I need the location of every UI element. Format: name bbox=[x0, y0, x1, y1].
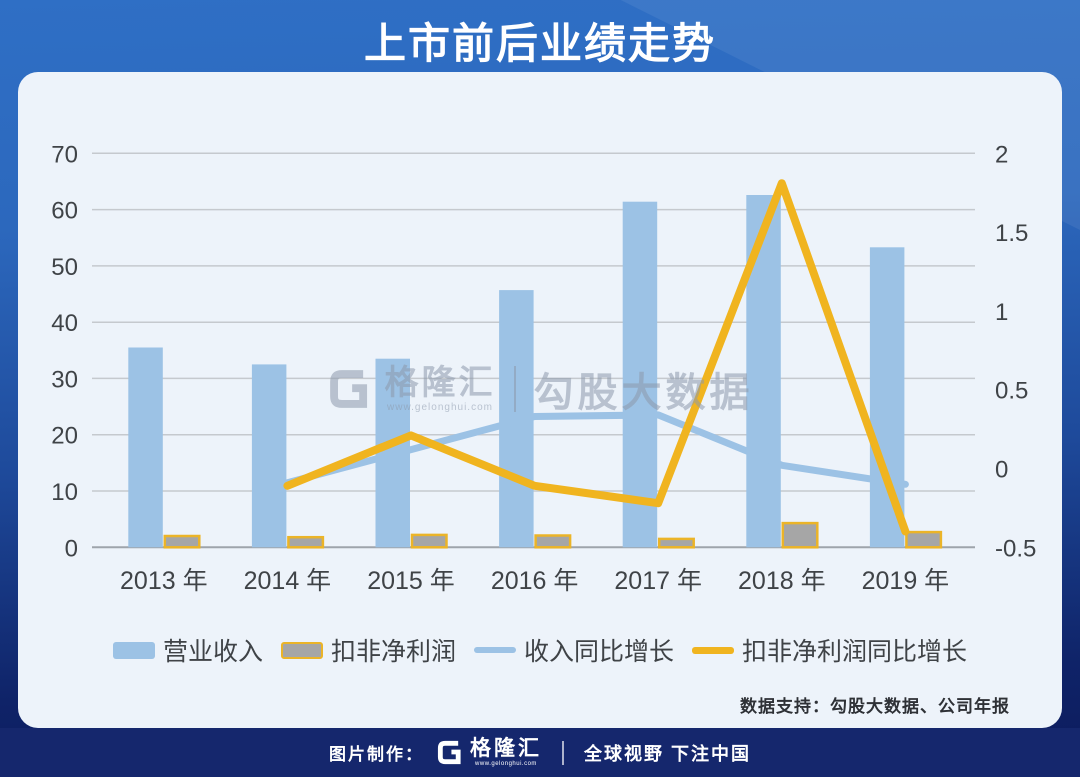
left-tick-60: 60 bbox=[51, 198, 78, 225]
legend-item-net-profit-growth: 扣非净利润同比增长 bbox=[692, 632, 967, 668]
legend-item-revenue-growth: 收入同比增长 bbox=[474, 632, 674, 668]
legend-label-revenue: 营业收入 bbox=[162, 638, 263, 666]
right-tick-0: 0 bbox=[995, 457, 1008, 484]
x-label-2016 年: 2016 年 bbox=[491, 567, 579, 595]
left-tick-0: 0 bbox=[65, 535, 78, 562]
legend-swatch-revenue-growth-line bbox=[474, 647, 516, 653]
bar-营业收入-2018 年 bbox=[746, 195, 781, 548]
bar-扣非净利润-2013 年 bbox=[163, 534, 201, 549]
x-label-2013 年: 2013 年 bbox=[120, 567, 208, 595]
right-tick-1.5: 1.5 bbox=[995, 220, 1028, 247]
x-label-2018 年: 2018 年 bbox=[738, 567, 826, 595]
legend-label-net-profit-growth: 扣非净利润同比增长 bbox=[742, 638, 968, 666]
line-收入同比增长 bbox=[283, 411, 909, 488]
left-tick-70: 70 bbox=[51, 141, 78, 168]
bar-扣非净利润-2019 年 bbox=[905, 530, 943, 549]
bar-营业收入-2017 年 bbox=[622, 201, 658, 548]
legend-swatch-net-profit-bar bbox=[280, 641, 323, 659]
left-tick-20: 20 bbox=[51, 423, 78, 450]
legend-swatch-revenue-bar bbox=[112, 641, 155, 659]
line-扣非净利润同比增长 bbox=[283, 179, 910, 536]
x-label-2019 年: 2019 年 bbox=[862, 567, 950, 595]
left-tick-10: 10 bbox=[51, 479, 78, 506]
right-tick-2: 2 bbox=[995, 141, 1008, 168]
bar-扣非净利润-2015 年 bbox=[410, 533, 448, 549]
x-axis-labels: 2013 年 2014 年 2015 年 2016 年 2017 年 2018 年 2019… bbox=[120, 567, 949, 595]
footer-brand: 格隆汇 www.gelonghui.com bbox=[470, 738, 542, 767]
footer-made-by-label: 图片制作： bbox=[328, 745, 424, 764]
right-tick--0.5: -0.5 bbox=[995, 535, 1036, 562]
footer-logo: 格隆汇 www.gelonghui.com bbox=[436, 738, 542, 767]
legend-item-revenue: 营业收入 bbox=[112, 632, 263, 668]
bar-series bbox=[128, 195, 943, 549]
chart-legend: 营业收入 扣非净利润 收入同比增长 扣非净利润同比增长 bbox=[18, 632, 1062, 668]
right-axis-tick-labels: -0.5 0 0.5 1 1.5 2 bbox=[995, 141, 1036, 562]
left-tick-50: 50 bbox=[51, 254, 78, 281]
legend-swatch-net-profit-growth-line bbox=[692, 646, 735, 654]
left-tick-30: 30 bbox=[51, 366, 78, 393]
line-series bbox=[283, 179, 910, 536]
legend-label-revenue-growth: 收入同比增长 bbox=[524, 638, 675, 666]
gelonghui-logo-icon bbox=[437, 740, 461, 765]
page-title: 上市前后业绩走势 bbox=[363, 20, 716, 67]
bar-营业收入-2014 年 bbox=[251, 364, 287, 548]
footer-bar: 图片制作： 格隆汇 www.gelonghui.com 全球视野 下注中国 bbox=[0, 728, 1080, 777]
x-label-2015 年: 2015 年 bbox=[367, 567, 455, 595]
left-axis-tick-labels: 0 10 20 30 40 50 60 70 bbox=[51, 141, 78, 562]
x-label-2014 年: 2014 年 bbox=[244, 567, 332, 595]
bar-扣非净利润-2018 年 bbox=[781, 521, 819, 549]
left-tick-40: 40 bbox=[51, 310, 78, 337]
footer-slogan: 全球视野 下注中国 bbox=[583, 743, 751, 764]
footer-brand-url: www.gelonghui.com bbox=[475, 761, 537, 767]
bar-扣非净利润-2014 年 bbox=[287, 535, 325, 549]
legend-label-net-profit: 扣非净利润 bbox=[330, 638, 456, 666]
x-label-2017 年: 2017 年 bbox=[614, 567, 702, 595]
right-tick-1: 1 bbox=[995, 299, 1008, 326]
footer-brand-name: 格隆汇 bbox=[469, 737, 542, 760]
bar-扣非净利润-2017 年 bbox=[657, 537, 695, 549]
footer-divider bbox=[561, 740, 564, 765]
bar-营业收入-2013 年 bbox=[128, 347, 163, 548]
chart-card: 0 10 20 30 40 50 60 70 -0.5 0 0.5 1 1.5 2 2013 年 2014 年… bbox=[18, 72, 1062, 728]
bar-扣非净利润-2016 年 bbox=[534, 534, 572, 549]
legend-item-net-profit: 扣非净利润 bbox=[280, 632, 456, 668]
bar-营业收入-2019 年 bbox=[869, 247, 905, 548]
right-tick-0.5: 0.5 bbox=[995, 378, 1028, 405]
chart-canvas: 0 10 20 30 40 50 60 70 -0.5 0 0.5 1 1.5 2 2013 年 2014 年… bbox=[51, 141, 1036, 595]
data-support-note: 数据支持：勾股大数据、公司年报 bbox=[740, 697, 1010, 716]
